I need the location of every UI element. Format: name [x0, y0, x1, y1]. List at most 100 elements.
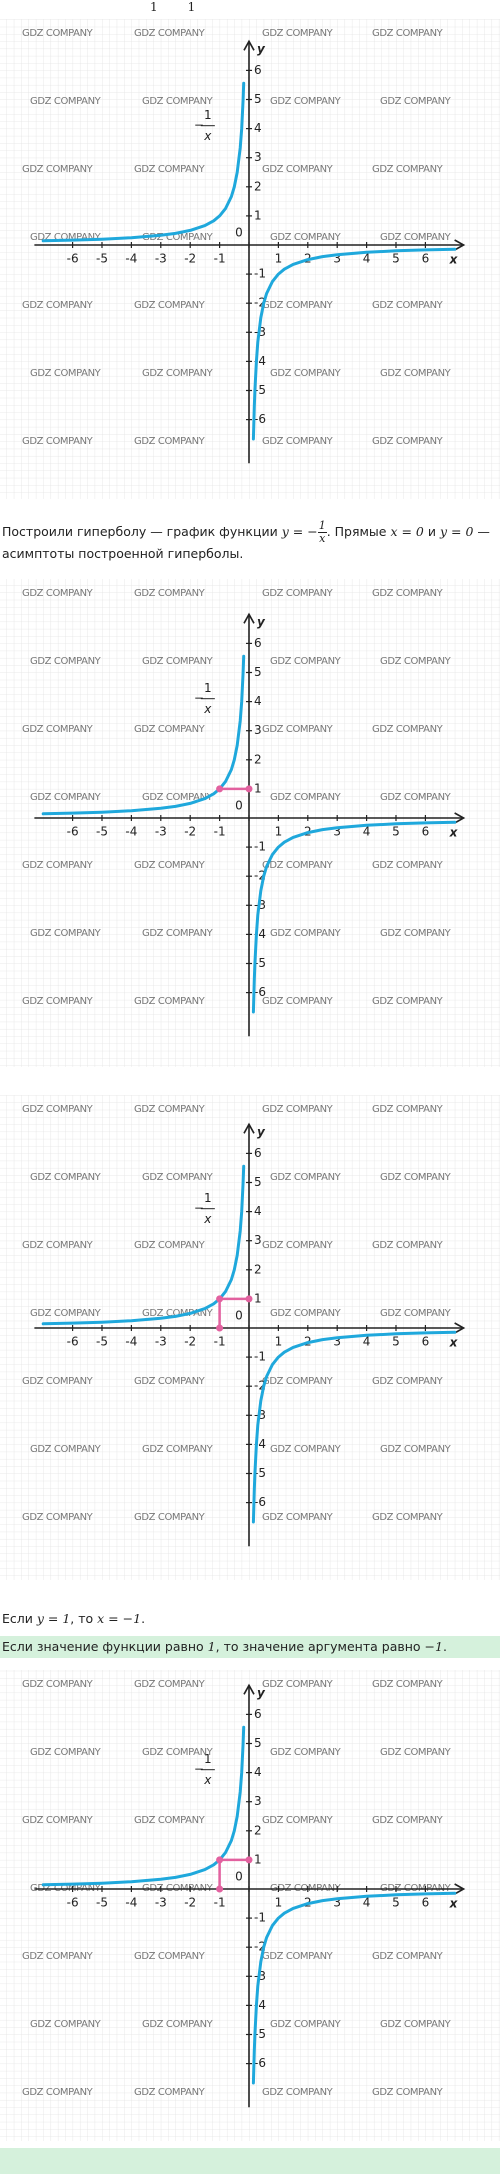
watermark: GDZ COMPANY — [262, 860, 334, 871]
x-tick-label: 6 — [422, 1335, 430, 1349]
function-graph: GDZ COMPANY GDZ COMPANY GDZ COMPANY GDZ COM… — [0, 1670, 500, 2141]
watermark: GDZ COMPANY — [270, 1308, 342, 1319]
hyperbola — [41, 1725, 457, 2085]
x-tick-label: 3 — [333, 825, 341, 839]
y-axis-arrow — [243, 1122, 255, 1134]
watermark: GDZ COMPANY — [270, 96, 342, 107]
y-axis-label: y — [257, 1686, 266, 1700]
formula: y = 0 — [439, 524, 474, 539]
watermark: GDZ COMPANY — [372, 860, 444, 871]
y-tick-label: 5 — [254, 665, 262, 679]
x-tick-label: -5 — [96, 1896, 108, 1910]
highlight-point — [245, 1295, 253, 1303]
y-tick-label: 4 — [254, 121, 262, 135]
text: . — [141, 1611, 146, 1626]
y-tick-label: -2 — [254, 296, 266, 310]
watermark: GDZ COMPANY — [30, 368, 102, 379]
text: — асимптоты построенной гиперболы. — [2, 524, 490, 561]
y-tick-label: 2 — [254, 752, 262, 766]
watermark: GDZ COMPANY — [372, 300, 444, 311]
y-tick-label: 1 — [254, 1291, 262, 1305]
watermark: GDZ COMPANY — [372, 996, 444, 1007]
watermark: GDZ COMPANY — [142, 656, 214, 667]
watermark: GDZ COMPANY — [134, 300, 206, 311]
watermark: GDZ COMPANY — [262, 1104, 334, 1115]
watermark: GDZ COMPANY — [372, 28, 444, 39]
function-graph: GDZ COMPANY GDZ COMPANY GDZ COMPANY GDZ COM… — [0, 19, 500, 499]
watermark: GDZ COMPANY — [262, 436, 334, 447]
x-tick-label: -5 — [96, 252, 108, 266]
hyperbola — [41, 81, 457, 441]
annotation-sign: − — [194, 1762, 204, 1776]
watermark: GDZ COMPANY — [22, 1951, 94, 1962]
y-tick-label: 3 — [254, 150, 262, 164]
y-tick-label: 2 — [254, 1823, 262, 1837]
y-tick-label: 2 — [254, 1262, 262, 1276]
watermark: GDZ COMPANY — [372, 2087, 444, 2098]
x-tick-label: 6 — [422, 825, 430, 839]
watermark: GDZ COMPANY — [22, 300, 94, 311]
y-tick-label: 2 — [254, 179, 262, 193]
watermark: GDZ COMPANY — [30, 792, 102, 803]
y-tick-label: -2 — [254, 869, 266, 883]
paragraph-1: Построили гиперболу — график функции y =… — [2, 520, 496, 562]
x-tick-label: -3 — [155, 1896, 167, 1910]
watermark: GDZ COMPANY — [134, 860, 206, 871]
y-tick-label: 3 — [254, 1233, 262, 1247]
highlight-point — [216, 1324, 224, 1332]
watermark: GDZ COMPANY — [134, 1376, 206, 1387]
x-tick-label: 1 — [275, 825, 283, 839]
watermark: GDZ COMPANY — [134, 588, 206, 599]
annotation-denominator: x — [203, 129, 212, 143]
watermark: GDZ COMPANY — [30, 928, 102, 939]
watermark: GDZ COMPANY — [270, 1747, 342, 1758]
watermark: GDZ COMPANY — [372, 436, 444, 447]
watermark: GDZ COMPANY — [270, 656, 342, 667]
watermark: GDZ COMPANY — [380, 96, 452, 107]
y-tick-label: 4 — [254, 1765, 262, 1779]
text: Построили гиперболу — график функции — [2, 524, 282, 539]
watermark: GDZ COMPANY — [30, 1308, 102, 1319]
annotation-denominator: x — [203, 1212, 212, 1226]
y-tick-label: 4 — [254, 694, 262, 708]
annotation-numerator: 1 — [204, 1191, 212, 1205]
y-tick-label: 6 — [254, 1707, 262, 1721]
x-tick-label: -6 — [67, 1335, 79, 1349]
x-tick-label: 4 — [363, 252, 371, 266]
x-tick-label: 4 — [363, 825, 371, 839]
watermark: GDZ COMPANY — [262, 588, 334, 599]
x-tick-label: -2 — [184, 825, 196, 839]
watermark: GDZ COMPANY — [262, 164, 334, 175]
watermark: GDZ COMPANY — [134, 1240, 206, 1251]
y-axis-label: y — [257, 42, 266, 56]
y-tick-label: -1 — [254, 1911, 266, 1925]
x-tick-label: -6 — [67, 1896, 79, 1910]
x-tick-label: 0 — [235, 1309, 243, 1323]
y-tick-label: -1 — [254, 267, 266, 281]
watermark: GDZ COMPANY — [22, 724, 94, 735]
watermark: GDZ COMPANY — [270, 1172, 342, 1183]
watermark: GDZ COMPANY — [22, 2087, 94, 2098]
x-tick-label: 1 — [275, 1335, 283, 1349]
watermark: GDZ COMPANY — [142, 368, 214, 379]
y-tick-label: -6 — [254, 2056, 266, 2070]
watermark: GDZ COMPANY — [262, 1679, 334, 1690]
y-tick-label: -1 — [254, 1350, 266, 1364]
numerator: 1 — [317, 519, 327, 533]
watermark: GDZ COMPANY — [22, 28, 94, 39]
text: . Прямые — [326, 524, 391, 539]
x-tick-label: 6 — [422, 1896, 430, 1910]
y-tick-label: 3 — [254, 723, 262, 737]
watermark: GDZ COMPANY — [270, 2019, 342, 2030]
watermark: GDZ COMPANY — [142, 232, 214, 243]
y-tick-label: 3 — [254, 1794, 262, 1808]
watermark: GDZ COMPANY — [262, 28, 334, 39]
highlight-point — [216, 1885, 224, 1893]
watermark: GDZ COMPANY — [262, 300, 334, 311]
formula: x = 0 — [390, 524, 424, 539]
formula: y = 1 — [36, 1611, 71, 1626]
graph-paper — [0, 1670, 500, 2141]
y-tick-label: 6 — [254, 1146, 262, 1160]
y-tick-label: -5 — [254, 1466, 266, 1480]
